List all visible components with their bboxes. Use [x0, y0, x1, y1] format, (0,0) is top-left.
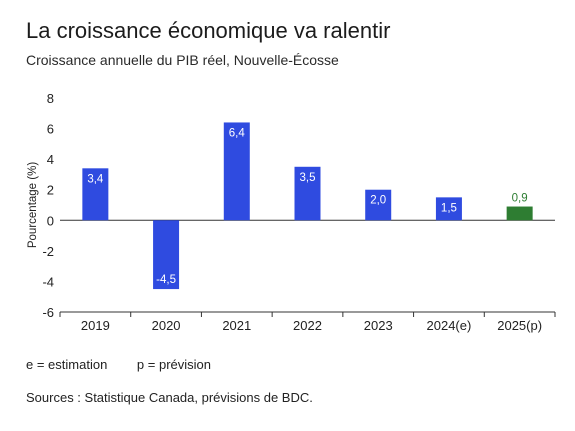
sources-note: Sources : Statistique Canada, prévisions… [26, 390, 313, 405]
chart-title: La croissance économique va ralentir [26, 18, 391, 43]
x-tick-label: 2025(p) [497, 318, 542, 333]
data-label: 3,5 [300, 172, 316, 184]
x-tick-label: 2023 [364, 318, 393, 333]
y-tick-label: 0 [47, 213, 54, 228]
data-label: 3,4 [87, 173, 104, 185]
data-label: 2,0 [370, 195, 386, 207]
chart-subtitle: Croissance annuelle du PIB réel, Nouvell… [26, 52, 339, 68]
y-tick-label: -6 [42, 305, 54, 320]
x-tick-label: 2022 [293, 318, 322, 333]
y-tick-label: 2 [47, 183, 54, 198]
y-tick-label: -4 [42, 274, 54, 289]
bar-chart: -6 -4 -2 0 2 4 6 8 Pourcentage (%) 2019 3,4 2020 -4,… [27, 91, 556, 333]
y-axis-label: Pourcentage (%) [27, 162, 39, 248]
bar-2025(p) [506, 206, 533, 221]
y-tick-label: 6 [47, 122, 54, 137]
data-label: -4,5 [156, 274, 176, 286]
data-label: 1,5 [441, 202, 457, 214]
bar-2022 [294, 166, 321, 221]
bar-2023 [365, 189, 392, 221]
bar-2020 [153, 220, 180, 290]
y-tick-label: -2 [42, 244, 54, 259]
x-tick-label: 2020 [152, 318, 181, 333]
bar-2019 [82, 168, 109, 221]
y-tick-label: 8 [47, 91, 54, 106]
abbreviation-notes: e = estimation p = prévision [26, 357, 211, 372]
note-prevision: p = prévision [136, 357, 211, 372]
data-label: 6,4 [229, 127, 246, 139]
note-estimation: e = estimation [26, 357, 108, 372]
data-label: 0,9 [512, 193, 528, 205]
x-tick-label: 2024(e) [427, 318, 472, 333]
x-tick-label: 2021 [222, 318, 251, 333]
bar-2024(e) [435, 197, 462, 221]
y-tick-label: 4 [47, 152, 54, 167]
bar-2021 [223, 122, 250, 221]
x-tick-label: 2019 [81, 318, 110, 333]
